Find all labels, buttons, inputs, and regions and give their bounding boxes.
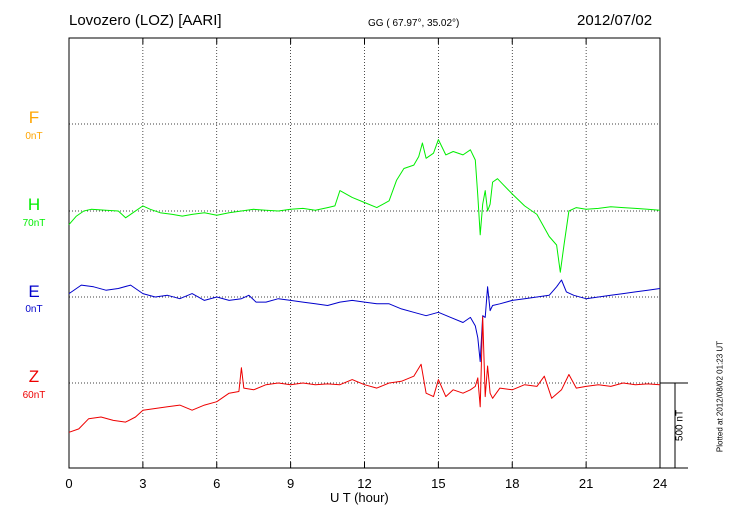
x-tick-label: 6 [213, 476, 220, 491]
series-line-e [68, 279, 661, 363]
geo-coordinates: GG ( 67.97°, 35.02°) [368, 18, 460, 29]
x-axis-ticks: 0 3 6 9 12 15 18 21 24 [65, 38, 667, 491]
component-label-z: Z [28, 367, 40, 386]
series-group [68, 139, 661, 433]
component-label-f: F [28, 108, 40, 127]
x-tick-label: 9 [287, 476, 294, 491]
scale-label: 500 nT [674, 409, 686, 442]
x-tick-label: 21 [579, 476, 593, 491]
baseline-label-e: 0nT [25, 304, 43, 315]
x-tick-label: 12 [357, 476, 371, 491]
baseline-label-z: 60nT [22, 390, 46, 401]
component-label-e: E [28, 282, 40, 301]
x-tick-label: 18 [505, 476, 519, 491]
baseline-label-h: 70nT [22, 218, 46, 229]
station-title: Lovozero (LOZ) [AARI] [69, 12, 222, 29]
component-label-h: H [27, 195, 41, 214]
x-tick-label: 24 [653, 476, 667, 491]
baseline-label-f: 0nT [25, 131, 43, 142]
series-line-h [68, 139, 661, 273]
series-line-z [68, 316, 661, 433]
x-tick-label: 3 [139, 476, 146, 491]
x-axis-label: U T (hour) [330, 490, 389, 505]
plot-date: 2012/07/02 [577, 12, 653, 29]
plotted-timestamp: Plotted at 2012/08/02 01:23 UT [715, 340, 725, 453]
scale-bar [660, 382, 688, 469]
x-tick-label: 0 [65, 476, 72, 491]
plot-frame [68, 37, 661, 469]
x-tick-label: 15 [431, 476, 445, 491]
grid [69, 38, 660, 468]
